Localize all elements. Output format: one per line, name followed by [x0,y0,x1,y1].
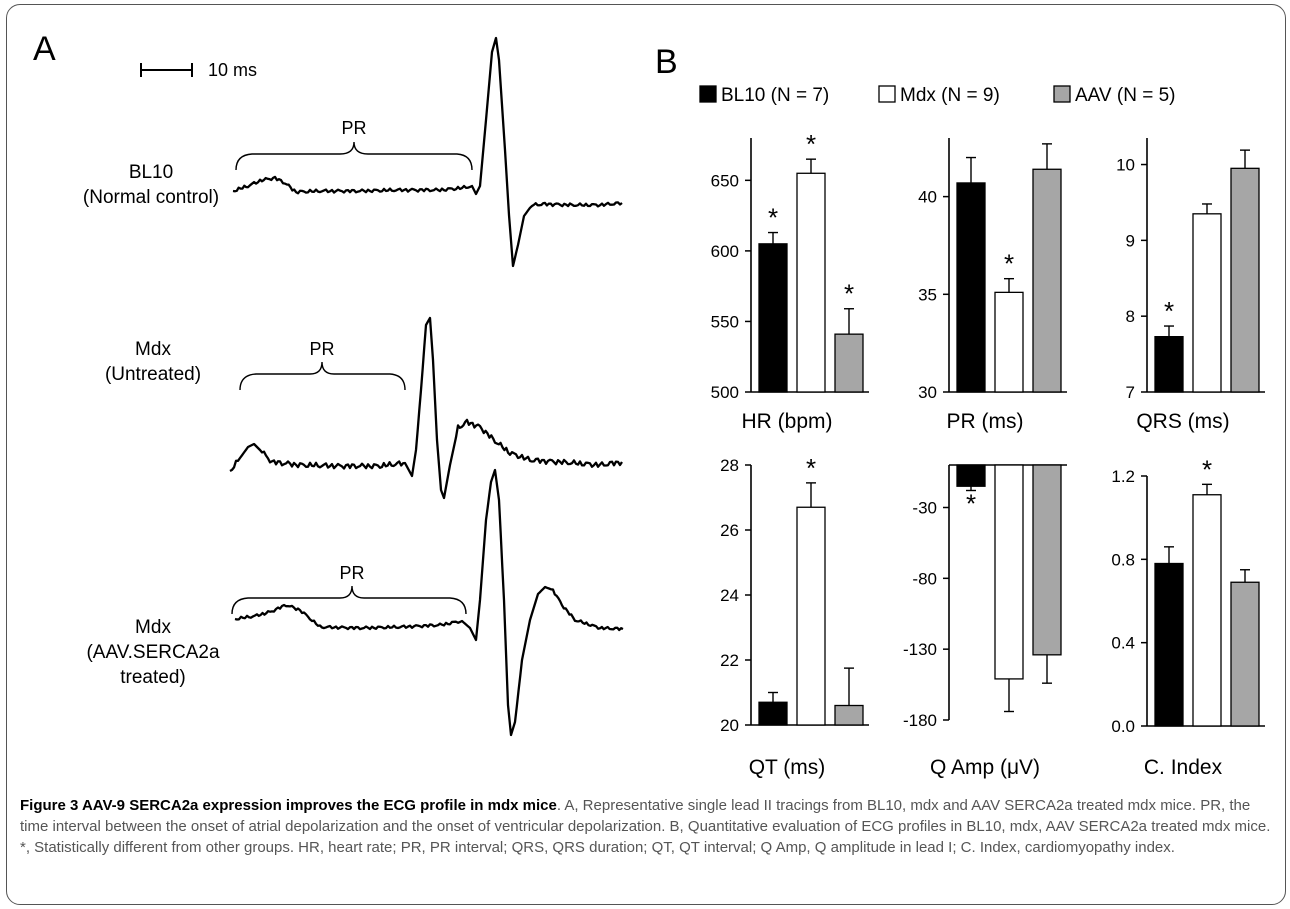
caption-title: Figure 3 AAV-9 SERCA2a expression improv… [20,797,557,814]
legend-label-aav: AAV (N = 5) [1075,85,1175,106]
panel-b-label: B [655,43,678,81]
tracing-2-line2: (Untreated) [105,364,201,385]
bar-aav [1032,168,1062,393]
pr-label-2: PR [309,339,334,359]
legend-label-bl10: BL10 (N = 7) [721,85,829,106]
y-tick-label: 28 [720,456,739,475]
tracing-3-line3: treated) [120,667,185,688]
scale-bar-label: 10 ms [208,60,257,80]
bar-mdx [796,506,826,726]
y-tick-label: 650 [711,171,739,190]
y-tick-label: 1.2 [1111,467,1135,486]
tracing-3-line2: (AAV.SERCA2a [86,642,219,663]
significance-star: * [1004,249,1014,279]
bar-bl10 [956,464,986,487]
tracing-3-line1: Mdx [135,617,171,638]
y-tick-label: 26 [720,521,739,540]
x-axis-label: C. Index [1144,756,1223,779]
panel-b: B BL10 (N = 7) Mdx (N = 9) AAV (N = 5) 5… [655,43,1265,779]
tracing-1-line1: BL10 [129,162,173,183]
x-axis-label: QT (ms) [749,756,826,779]
y-tick-label: 0.8 [1111,550,1135,569]
bar-bl10 [956,182,986,393]
significance-star: * [806,129,816,159]
bar-mdx [994,291,1024,393]
bar-aav [834,333,864,393]
y-tick-label: 7 [1126,383,1135,402]
figure-frame [6,4,1286,905]
y-tick-label: -130 [903,640,937,659]
chart-3: 7 8 9 10 * QRS (ms) [1116,138,1265,433]
y-tick-label: 20 [720,716,739,735]
figure-canvas: A 10 ms BL10 (Normal control) Mdx (Untre… [33,30,1265,779]
y-tick-label: 0.4 [1111,634,1135,653]
bar-aav [1230,581,1260,727]
y-tick-label: 0.0 [1111,717,1135,736]
bar-mdx [796,172,826,393]
y-tick-label: -30 [912,499,937,518]
bar-mdx [994,464,1024,680]
legend: BL10 (N = 7) Mdx (N = 9) AAV (N = 5) [699,85,1175,106]
pr-label-1: PR [341,118,366,138]
caption-body: . A, Representative single lead II traci… [20,797,1271,856]
bar-bl10 [1154,336,1184,393]
bar-aav [1032,464,1062,656]
significance-star: * [844,279,854,309]
legend-swatch-aav [1053,85,1071,103]
ecg-trace-aav [234,468,624,737]
significance-star: * [806,453,816,483]
chart-2: 30 35 40 * PR (ms) [918,138,1067,433]
y-tick-label: 8 [1126,307,1135,326]
legend-swatch-mdx [878,85,896,103]
bar-bl10 [1154,562,1184,727]
pr-label-3: PR [339,563,364,583]
significance-star: * [1202,454,1212,484]
bar-aav [1230,167,1260,393]
legend-label-mdx: Mdx (N = 9) [900,85,1000,106]
tracing-1-line2: (Normal control) [83,187,219,208]
bar-mdx [1192,494,1222,727]
panel-a-label: A [33,30,56,68]
y-tick-label: 10 [1116,156,1135,175]
legend-swatch-bl10 [699,85,717,103]
y-tick-label: 550 [711,312,739,331]
significance-star: * [966,489,976,519]
bar-aav [834,704,864,726]
bar-mdx [1192,213,1222,393]
x-axis-label: HR (bpm) [741,410,832,433]
tracing-2-line1: Mdx [135,339,171,360]
y-tick-label: 35 [918,285,937,304]
y-tick-label: 40 [918,188,937,207]
significance-star: * [1164,296,1174,326]
y-tick-label: 22 [720,651,739,670]
chart-4: 20 22 24 26 28 * QT (ms) [720,453,869,779]
ecg-trace-mdx [229,316,623,500]
x-axis-label: PR (ms) [947,410,1024,433]
x-axis-label: QRS (ms) [1136,410,1229,433]
bar-bl10 [758,701,788,726]
scale-bar: 10 ms [140,60,257,80]
x-axis-label: Q Amp (μV) [930,756,1040,779]
pr-brace-2 [239,361,406,391]
ecg-trace-bl10 [232,36,623,268]
significance-star: * [768,203,778,233]
chart-6: 0.0 0.4 0.8 1.2 * C. Index [1111,454,1265,779]
y-tick-label: -180 [903,711,937,730]
pr-brace-1 [235,141,473,171]
chart-5: -30 -80 -130 -180 * Q Amp (μV) [903,464,1067,779]
figure-caption: Figure 3 AAV-9 SERCA2a expression improv… [20,795,1275,858]
y-tick-label: 30 [918,383,937,402]
y-tick-label: 24 [720,586,739,605]
pr-brace-3 [231,585,467,615]
chart-1: 500 550 600 650 * * * HR (bpm) [711,129,869,433]
bar-bl10 [758,243,788,393]
y-tick-label: 9 [1126,231,1135,250]
panel-a: A 10 ms BL10 (Normal control) Mdx (Untre… [33,30,624,737]
y-tick-label: 500 [711,383,739,402]
y-tick-label: -80 [912,569,937,588]
y-tick-label: 600 [711,242,739,261]
